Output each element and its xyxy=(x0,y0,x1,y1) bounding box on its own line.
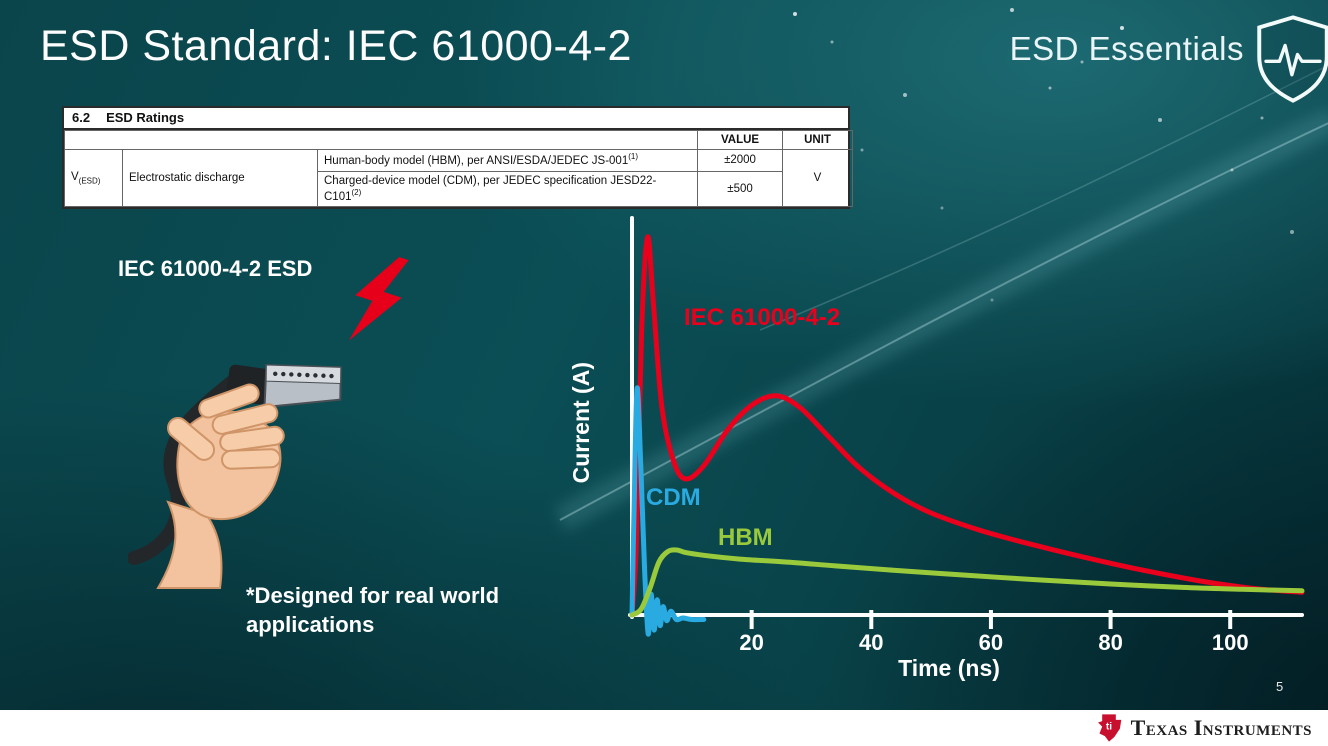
value-header: VALUE xyxy=(697,129,784,151)
x-axis-label: Time (ns) xyxy=(898,655,1000,681)
esd-ratings-table: 6.2 ESD Ratings VALUE UNIT V(ESD) Electr… xyxy=(62,106,854,210)
table-row: Charged-device model (CDM), per JEDEC sp… xyxy=(65,170,853,208)
table-header-row: VALUE UNIT xyxy=(63,129,854,151)
svg-text:40: 40 xyxy=(859,630,883,655)
hbm-value-cell: ±2000 xyxy=(697,149,784,172)
ti-logo-text: Texas Instruments xyxy=(1130,715,1312,740)
ti-logo-icon: ti xyxy=(1097,714,1121,742)
page-number: 5 xyxy=(1276,679,1284,694)
esd-waveform-chart: Current (A) 20 40 60 80 100 Time (ns) IEC 61… xyxy=(560,210,1324,712)
svg-text:80: 80 xyxy=(1098,630,1122,655)
esd-essentials-label: ESD Essentials xyxy=(1009,30,1244,67)
table-row: V(ESD) Electrostatic discharge Human-bod… xyxy=(64,149,854,208)
param-name-cell: Electrostatic discharge xyxy=(122,149,318,208)
section-name: ESD Ratings xyxy=(106,110,185,125)
unit-cell: V xyxy=(782,149,854,208)
chart-plot-area: 20 40 60 80 100 xyxy=(628,216,1305,655)
param-symbol-cell: V(ESD) xyxy=(64,149,123,208)
svg-text:100: 100 xyxy=(1212,630,1249,655)
real-world-note: *Designed for real world applications xyxy=(246,583,500,637)
svg-text:60: 60 xyxy=(979,630,1003,655)
svg-text:ti: ti xyxy=(1105,721,1111,732)
ratings-grid: VALUE UNIT V(ESD) Electrostatic discharg… xyxy=(63,129,854,208)
hand-cable-illustration xyxy=(128,363,342,589)
header-empty-cell xyxy=(63,129,699,151)
footer-bar: ti Texas Instruments xyxy=(0,710,1328,746)
page-title: ESD Standard: IEC 61000-4-2 xyxy=(40,22,632,70)
svg-text:20: 20 xyxy=(739,630,763,655)
y-axis-label: Current (A) xyxy=(568,362,594,484)
curve-label-cdm: CDM xyxy=(646,484,701,511)
lightning-bolt-icon xyxy=(348,256,409,341)
iec-esd-label: IEC 61000-4-2 ESD xyxy=(118,256,313,281)
cdm-value-cell: ±500 xyxy=(697,170,784,208)
section-number: 6.2 xyxy=(72,110,91,125)
table-section-title: 6.2 ESD Ratings xyxy=(64,108,848,130)
curve-label-hbm: HBM xyxy=(718,524,773,551)
ti-logo: ti Texas Instruments xyxy=(1095,713,1312,743)
cdm-description-cell: Charged-device model (CDM), per JEDEC sp… xyxy=(316,170,699,208)
unit-header: UNIT xyxy=(782,129,854,151)
esd-shield-icon xyxy=(1257,15,1328,103)
curve-label-iec: IEC 61000-4-2 xyxy=(684,304,841,331)
hbm-description-cell: Human-body model (HBM), per ANSI/ESDA/JE… xyxy=(316,149,699,172)
